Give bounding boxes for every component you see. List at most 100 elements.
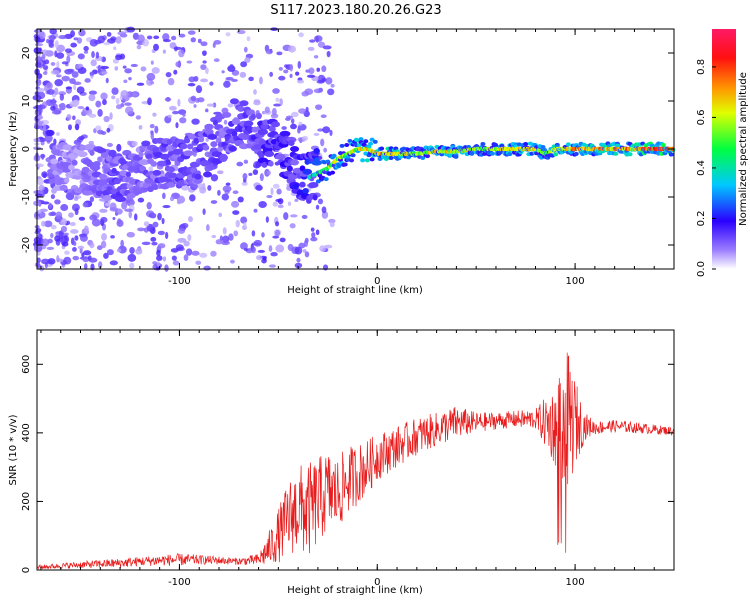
spectrogram-noise-blob (279, 237, 286, 243)
spectrogram-noise-blob (105, 77, 109, 84)
spectrogram-noise-blob (71, 71, 79, 78)
spectrogram-noise-blob (240, 242, 248, 250)
spectrogram-noise-blob (320, 138, 325, 147)
spectrogram-noise-blob (295, 71, 300, 76)
spectrogram-noise-blob (42, 65, 49, 70)
spectrogram-noise-blob (197, 183, 204, 190)
spectrogram-noise-blob (176, 200, 182, 205)
spectrogram-noise-blob (76, 86, 85, 94)
spectrogram-noise-blob (175, 61, 182, 68)
spectrogram-noise-blob (202, 208, 206, 215)
spectrogram-noise-blob (42, 124, 47, 131)
spectrogram-ridge-blob (379, 146, 385, 151)
spectrogram-noise-blob (278, 75, 286, 81)
spectrogram-noise-blob (55, 211, 63, 220)
spectrogram-noise-blob (131, 92, 138, 97)
spectrogram-noise-blob (265, 49, 273, 55)
spectrogram-noise-blob (141, 241, 151, 246)
spectrogram-noise-blob (289, 73, 293, 79)
spectrogram-ridge-blob (111, 167, 117, 174)
spectrogram-noise-blob (277, 198, 284, 205)
spectrogram-noise-blob (161, 217, 165, 225)
spectrogram-noise-blob (44, 134, 53, 143)
spectrogram-noise-blob (89, 39, 98, 47)
spectrogram-noise-blob (60, 203, 69, 212)
spectrogram-noise-blob (65, 86, 73, 90)
spectrogram-noise-blob (294, 262, 303, 269)
spectrogram-ridge-blob (141, 140, 151, 147)
spectrogram-noise-blob (330, 83, 335, 88)
spectrogram-noise-blob (266, 194, 273, 199)
spectrogram-ridge-blob (288, 140, 295, 147)
spectrogram-noise-blob (37, 209, 42, 215)
spectrogram-noise-blob (125, 106, 134, 115)
spectrogram-ridge-blob (115, 196, 126, 203)
spectrogram-noise-blob (315, 104, 323, 110)
spectrogram-noise-blob (258, 200, 267, 209)
spectrogram-noise-blob (89, 71, 95, 76)
spectrogram-ridge-blob (239, 100, 249, 107)
spectrogram-ridge-blob (307, 194, 314, 201)
spectrogram-noise-blob (302, 249, 307, 253)
spectrogram-ridge-blob (271, 121, 281, 128)
spectrogram-noise-blob (322, 126, 331, 134)
spectrogram-noise-blob (50, 62, 56, 66)
spectrogram-ridge-blob (186, 143, 194, 150)
spectrogram-noise-blob (78, 135, 85, 141)
spectrogram-noise-blob (137, 227, 146, 232)
spectrogram-ridge-blob (125, 171, 131, 178)
spectrogram-noise-blob (91, 51, 95, 58)
spectrogram-noise-blob (294, 246, 303, 255)
spectrogram-noise-blob (232, 190, 239, 195)
spectrogram-xtick-label: 0 (374, 276, 380, 287)
spectrogram-noise-blob (88, 257, 98, 263)
spectrogram-noise-blob (106, 127, 111, 133)
spectrogram-noise-blob (255, 184, 263, 191)
spectrogram-noise-blob (313, 55, 319, 59)
spectrogram-noise-blob (84, 225, 89, 234)
spectrogram-noise-blob (129, 262, 135, 269)
spectrogram-noise-blob (215, 239, 223, 245)
colorbar-gradient (712, 29, 736, 269)
spectrogram-ridge-blob (210, 141, 218, 148)
spectrogram-noise-blob (221, 193, 230, 201)
spectrogram-noise-blob (190, 37, 196, 43)
colorbar-tick-label: 0.4 (696, 160, 707, 176)
spectrogram-noise-blob (210, 174, 219, 182)
spectrogram-noise-blob (101, 71, 108, 75)
spectrogram-noise-blob (67, 124, 72, 131)
spectrogram-noise-blob (308, 67, 315, 75)
colorbar-tick-label: 0.8 (696, 59, 707, 75)
spectrogram-noise-blob (100, 240, 107, 249)
spectrogram-noise-blob (210, 200, 218, 204)
spectrogram-ridge-blob (100, 152, 109, 159)
spectrogram-ridge-blob (358, 137, 364, 142)
spectrogram-noise-blob (49, 28, 57, 35)
spectrogram-noise-blob (269, 71, 274, 77)
spectrogram-noise-blob (162, 204, 171, 209)
spectrogram-noise-blob (256, 255, 263, 261)
spectrogram-noise-blob (58, 35, 68, 40)
spectrogram-noise-blob (63, 232, 69, 236)
spectrogram-noise-blob (136, 44, 142, 50)
spectrogram-noise-blob (275, 221, 280, 227)
spectrogram-ridge-blob (194, 173, 202, 180)
spectrogram-noise-blob (265, 216, 269, 223)
spectrogram-ridge-blob (339, 143, 345, 148)
spectrogram-noise-blob (248, 172, 253, 176)
spectrogram-ridge-blob (183, 150, 194, 157)
spectrogram-noise-blob (296, 79, 305, 84)
spectrogram-ridge-blob (668, 152, 674, 157)
spectrogram-ridge-blob (77, 151, 88, 158)
spectrogram-ytick-label: -10 (21, 189, 32, 205)
spectrogram-noise-blob (115, 36, 122, 44)
spectrogram-noise-blob (169, 42, 177, 49)
spectrogram-noise-blob (113, 46, 117, 51)
spectrogram-ridge-blob (330, 170, 336, 175)
spectrogram-noise-blob (253, 208, 258, 213)
spectrogram-ridge-blob (553, 152, 559, 157)
spectrogram-ridge-blob (275, 153, 286, 160)
spectrogram-noise-blob (275, 244, 285, 253)
spectrogram-noise-blob (37, 87, 45, 93)
spectrogram-ridge-blob (240, 134, 251, 141)
